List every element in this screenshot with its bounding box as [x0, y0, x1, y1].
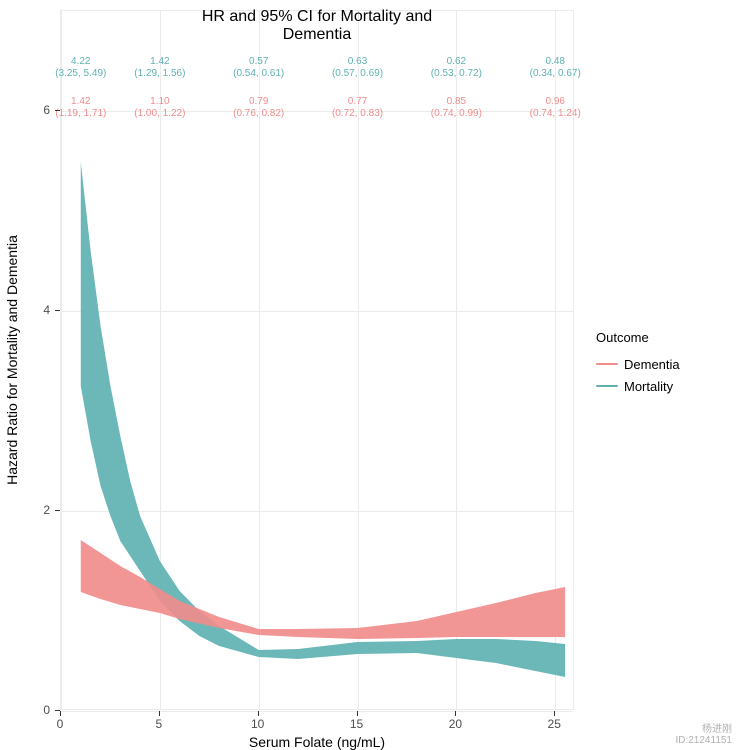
annotation-ci: (3.25, 5.49): [55, 68, 106, 80]
annotation-ci: (0.57, 0.69): [332, 68, 383, 80]
annotation-ci: (1.00, 1.22): [134, 108, 185, 120]
x-tick-label: 20: [449, 717, 462, 731]
annotation: 4.22(3.25, 5.49): [55, 56, 106, 79]
y-tick: [55, 310, 60, 311]
annotation-hr: 0.96: [530, 96, 581, 108]
annotation-hr: 0.85: [431, 96, 482, 108]
legend-label: Dementia: [624, 357, 680, 372]
x-tick-label: 25: [548, 717, 561, 731]
legend-swatch: [596, 363, 618, 366]
annotation-ci: (1.29, 1.56): [134, 68, 185, 80]
x-tick-label: 0: [57, 717, 64, 731]
plot-area: HR and 95% CI for Mortality and Dementia…: [60, 10, 574, 710]
annotation: 0.63(0.57, 0.69): [332, 56, 383, 79]
annotation-ci: (0.74, 0.99): [431, 108, 482, 120]
annotation-ci: (0.72, 0.83): [332, 108, 383, 120]
annotation-hr: 1.10: [134, 96, 185, 108]
x-tick: [455, 711, 456, 716]
annotation: 0.48(0.34, 0.67): [530, 56, 581, 79]
annotation-hr: 0.48: [530, 56, 581, 68]
annotation: 0.96(0.74, 1.24): [530, 96, 581, 119]
y-tick-label: 6: [43, 103, 50, 117]
annotation-ci: (0.74, 1.24): [530, 108, 581, 120]
x-tick-label: 15: [350, 717, 363, 731]
x-tick: [258, 711, 259, 716]
annotation: 1.10(1.00, 1.22): [134, 96, 185, 119]
legend-item: Mortality: [596, 375, 680, 397]
annotation-hr: 0.77: [332, 96, 383, 108]
annotation: 0.79(0.76, 0.82): [233, 96, 284, 119]
annotation-hr: 0.63: [332, 56, 383, 68]
legend-label: Mortality: [624, 379, 673, 394]
annotation: 0.77(0.72, 0.83): [332, 96, 383, 119]
annotation-hr: 0.79: [233, 96, 284, 108]
annotation: 0.85(0.74, 0.99): [431, 96, 482, 119]
annotation: 0.57(0.54, 0.61): [233, 56, 284, 79]
watermark-line1: 杨进刚: [675, 724, 732, 735]
legend-swatch: [596, 385, 618, 388]
annotation: 1.42(1.29, 1.56): [134, 56, 185, 79]
annotation-hr: 1.42: [134, 56, 185, 68]
legend: Outcome Dementia Mortality: [596, 330, 680, 397]
annotation-ci: (0.34, 0.67): [530, 68, 581, 80]
y-tick-label: 2: [43, 503, 50, 517]
x-tick: [357, 711, 358, 716]
annotation: 0.62(0.53, 0.72): [431, 56, 482, 79]
x-tick-label: 10: [251, 717, 264, 731]
y-axis-title: Hazard Ratio for Mortality and Dementia: [4, 235, 20, 485]
annotation-hr: 0.62: [431, 56, 482, 68]
legend-item: Dementia: [596, 353, 680, 375]
gridline-h: [61, 711, 573, 712]
annotation-hr: 4.22: [55, 56, 106, 68]
watermark-line2: ID:21241151: [675, 735, 732, 746]
x-tick: [554, 711, 555, 716]
annotation-ci: (0.53, 0.72): [431, 68, 482, 80]
x-tick: [159, 711, 160, 716]
y-tick: [55, 510, 60, 511]
annotation-hr: 1.42: [55, 96, 106, 108]
x-tick: [60, 711, 61, 716]
watermark: 杨进刚 ID:21241151: [675, 724, 732, 746]
y-tick: [55, 710, 60, 711]
annotation-hr: 0.57: [233, 56, 284, 68]
x-tick-label: 5: [156, 717, 163, 731]
figure: HR and 95% CI for Mortality and Dementia…: [0, 0, 736, 750]
chart-title: HR and 95% CI for Mortality and Dementia: [189, 8, 445, 44]
x-axis-title: Serum Folate (ng/mL): [249, 734, 385, 750]
annotation: 1.42(1.19, 1.71): [55, 96, 106, 119]
y-tick-label: 4: [43, 303, 50, 317]
legend-title: Outcome: [596, 330, 680, 345]
y-tick-label: 0: [43, 703, 50, 717]
annotation-ci: (0.76, 0.82): [233, 108, 284, 120]
annotation-ci: (0.54, 0.61): [233, 68, 284, 80]
y-tick: [55, 110, 60, 111]
annotation-ci: (1.19, 1.71): [55, 108, 106, 120]
